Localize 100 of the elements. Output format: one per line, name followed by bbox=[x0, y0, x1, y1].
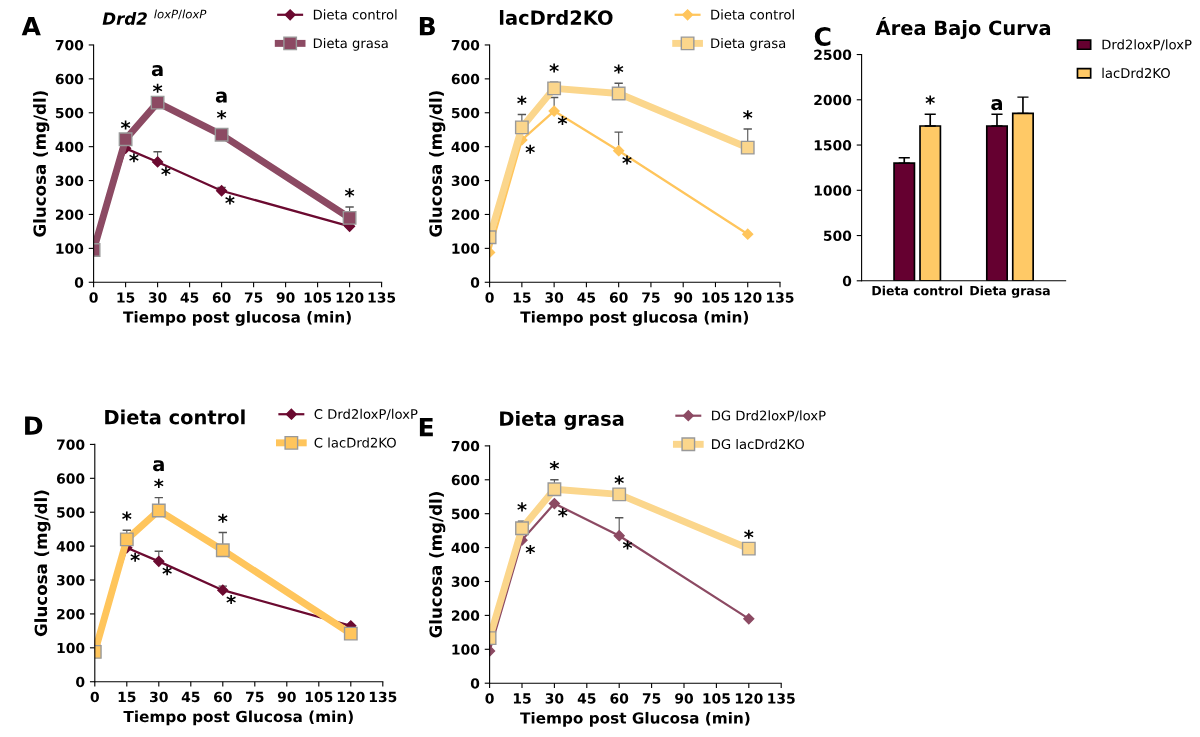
x-tick-label: 105 bbox=[702, 292, 729, 303]
annotation: * bbox=[344, 188, 355, 198]
annotation: * bbox=[218, 513, 228, 523]
point bbox=[740, 140, 755, 155]
y-tick-label: 500 bbox=[451, 107, 480, 119]
y-tick-label: 300 bbox=[55, 175, 84, 187]
point bbox=[215, 543, 230, 558]
annotation: * bbox=[154, 478, 164, 488]
x-tick-label: 60 bbox=[609, 292, 628, 303]
x-tick-label: 120 bbox=[337, 691, 365, 703]
x-axis-title: Tiempo post glucosa (min) bbox=[123, 310, 351, 326]
annotation: * bbox=[557, 115, 568, 125]
x-tick-label: 30 bbox=[148, 292, 167, 303]
text: E bbox=[419, 417, 433, 437]
x-tick-label: 0 bbox=[485, 292, 494, 303]
y-tick-label: 0 bbox=[470, 678, 480, 689]
point bbox=[217, 584, 229, 596]
x-tick-label: 15 bbox=[117, 292, 135, 303]
point bbox=[343, 626, 358, 641]
y-axis-title: Glucosa (mg/dl) bbox=[34, 490, 51, 637]
y-axis-title: Glucosa (mg/dl) bbox=[429, 91, 446, 237]
x-tick-label: 135 bbox=[369, 691, 397, 703]
point bbox=[150, 95, 165, 110]
x-tick-label: 75 bbox=[244, 292, 263, 303]
annotation: * bbox=[925, 95, 935, 105]
y-tick-label: 600 bbox=[451, 73, 480, 85]
x-tick-label: 105 bbox=[703, 693, 730, 704]
x-tick-label: 105 bbox=[305, 691, 333, 703]
y-tick-label: 300 bbox=[451, 576, 480, 587]
y-tick-label: 1000 bbox=[814, 185, 852, 196]
x-axis-title: Tiempo post glucosa (min) bbox=[520, 310, 749, 326]
y-tick-label: 2000 bbox=[814, 94, 852, 106]
chart-title: Dieta grasa bbox=[500, 410, 624, 430]
x-tick-label: 135 bbox=[368, 292, 396, 303]
text: A bbox=[21, 17, 41, 36]
point bbox=[514, 120, 529, 135]
x-tick-label: 60 bbox=[214, 691, 232, 703]
point bbox=[215, 185, 228, 197]
point bbox=[153, 555, 165, 567]
annotation: a bbox=[151, 65, 163, 77]
y-tick-label: 300 bbox=[57, 574, 85, 586]
point bbox=[214, 127, 229, 142]
x-tick-label: 135 bbox=[768, 693, 795, 704]
x-tick-label: 60 bbox=[610, 693, 629, 704]
legend-label: lacDrd2KO bbox=[1102, 67, 1170, 79]
annotation: * bbox=[129, 153, 139, 163]
point bbox=[151, 503, 166, 518]
y-tick-label: 200 bbox=[451, 610, 480, 621]
x-tick-label: 135 bbox=[767, 292, 794, 303]
y-tick-label: 500 bbox=[57, 507, 85, 518]
x-tick-label: 0 bbox=[89, 292, 98, 303]
x-tick-label: 15 bbox=[118, 691, 136, 703]
text: C bbox=[814, 27, 831, 46]
chart-title: Dieta control bbox=[105, 409, 245, 425]
y-tick-label: 0 bbox=[842, 275, 852, 287]
y-tick-label: 200 bbox=[57, 608, 85, 620]
annotation: * bbox=[225, 195, 235, 205]
annotation: * bbox=[744, 529, 754, 539]
point bbox=[547, 81, 562, 96]
y-tick-label: 400 bbox=[56, 541, 85, 552]
legend-label: DG lacDrd2KO bbox=[712, 438, 805, 450]
annotation: * bbox=[226, 595, 236, 605]
y-tick-label: 600 bbox=[451, 474, 480, 486]
annotation: * bbox=[120, 120, 131, 130]
y-axis-title: Glucosa (mg/dl) bbox=[33, 91, 50, 237]
x-tick-label: 75 bbox=[246, 691, 264, 703]
x-tick-label: 45 bbox=[181, 691, 200, 703]
x-tick-label: 60 bbox=[212, 292, 231, 303]
point bbox=[612, 487, 627, 502]
point bbox=[548, 497, 561, 510]
annotation: * bbox=[130, 552, 140, 562]
point bbox=[118, 132, 133, 147]
annotation: a bbox=[153, 460, 164, 472]
x-tick-label: 90 bbox=[276, 292, 295, 303]
point bbox=[613, 530, 625, 542]
annotation: * bbox=[216, 110, 227, 120]
annotation: a bbox=[991, 99, 1003, 111]
x-tick-label: 30 bbox=[150, 691, 168, 703]
annotation: * bbox=[122, 511, 132, 521]
y-tick-label: 500 bbox=[823, 230, 852, 242]
y-tick-label: 600 bbox=[55, 73, 84, 85]
point bbox=[548, 105, 560, 117]
y-tick-label: 1500 bbox=[814, 140, 852, 151]
annotation: * bbox=[549, 461, 560, 471]
x-tick-label: 120 bbox=[735, 693, 763, 704]
y-tick-label: 700 bbox=[451, 440, 480, 452]
y-tick-label: 2500 bbox=[814, 49, 852, 61]
x-tick-label: 75 bbox=[642, 292, 660, 303]
y-tick-label: 600 bbox=[56, 473, 85, 484]
annotation: * bbox=[614, 475, 624, 485]
legend-label: C lacDrd2KO bbox=[314, 437, 396, 448]
y-tick-label: 500 bbox=[451, 508, 480, 520]
x-tick-label: 105 bbox=[304, 292, 332, 303]
point bbox=[151, 156, 164, 168]
chart-title: Drd2 $^{loxP/loxP}$ bbox=[102, 9, 207, 25]
annotation: * bbox=[517, 502, 527, 512]
x-tick-label: 120 bbox=[734, 292, 762, 303]
x-tick-label: 45 bbox=[577, 292, 596, 303]
y-tick-label: 100 bbox=[56, 243, 84, 254]
x-tick-label: 0 bbox=[90, 691, 99, 703]
